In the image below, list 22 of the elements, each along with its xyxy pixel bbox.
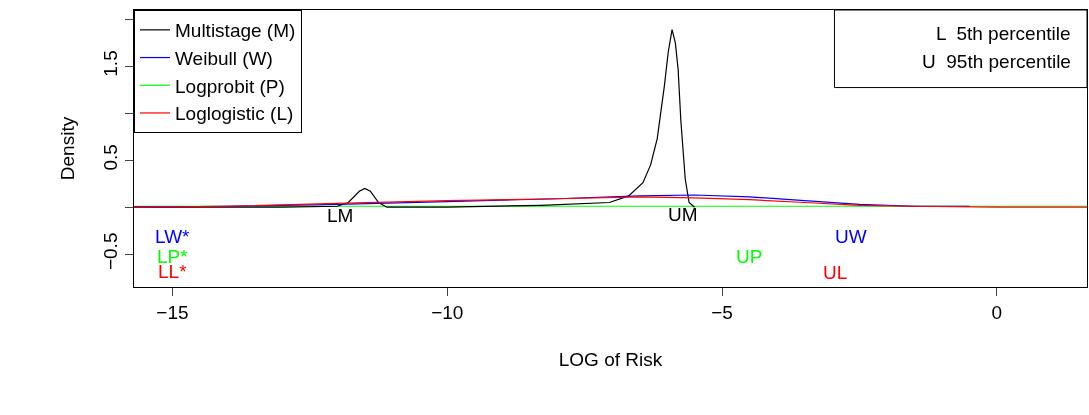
- legend-label: Logprobit (P): [175, 75, 285, 97]
- line-series: [134, 196, 1087, 208]
- y-axis-title: Density: [57, 116, 79, 181]
- x-tick-label: 0: [991, 301, 1003, 323]
- annotation: LW*: [155, 226, 191, 247]
- annotation: LM: [327, 205, 354, 226]
- annotation: UL: [823, 262, 848, 283]
- x-axis-title: LOG of Risk: [558, 348, 663, 370]
- y-tick-label: 1.5: [100, 50, 122, 77]
- legend-label: Multistage (M): [175, 20, 296, 42]
- annotation: UM: [668, 204, 698, 225]
- legend-label: Loglogistic (L): [175, 103, 294, 125]
- y-tick-label: −0.5: [100, 232, 122, 271]
- y-tick-label: 0.5: [100, 144, 122, 171]
- annotation: UP: [736, 246, 763, 267]
- x-tick-label: −15: [156, 301, 189, 323]
- x-tick-label: −10: [431, 301, 464, 323]
- x-tick-label: −5: [711, 301, 733, 323]
- annotation: U 95th percentile: [922, 51, 1071, 72]
- annotation: UW: [835, 226, 867, 247]
- legend-label: Weibull (W): [175, 47, 273, 69]
- annotation: L 5th percentile: [936, 23, 1071, 44]
